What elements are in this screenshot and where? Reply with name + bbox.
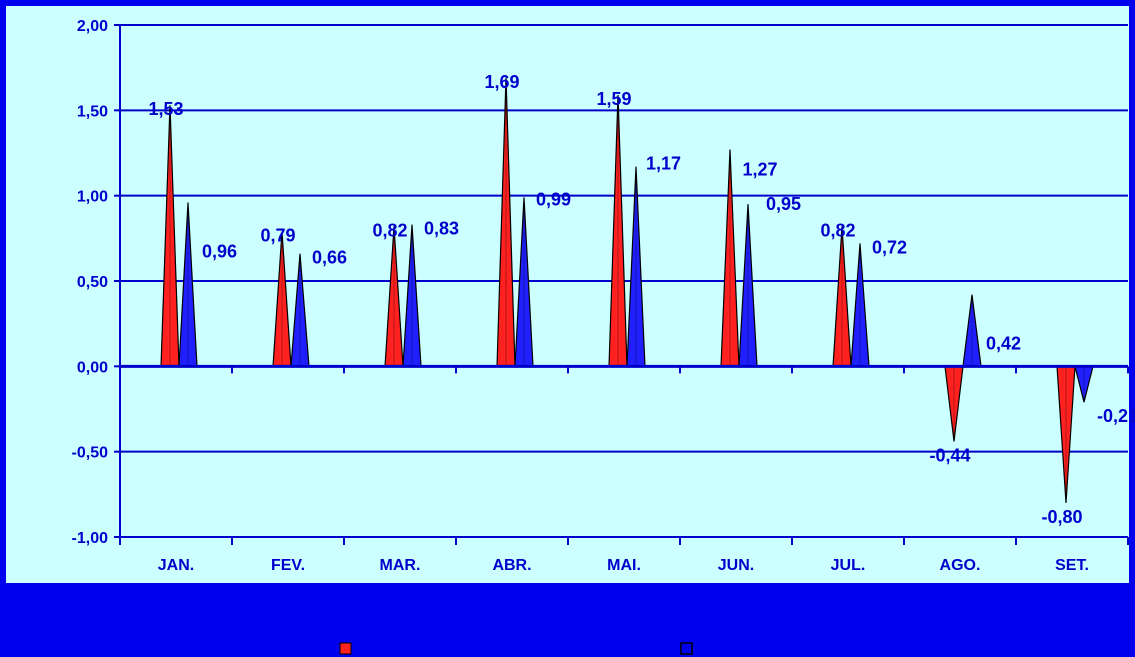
x-tick-label: AGO. — [940, 557, 981, 574]
legend-marker-blue — [680, 642, 693, 655]
y-axis: 2,00 1,50 1,00 0,50 0,00 -0,50 -1,00 — [72, 18, 121, 547]
data-label: 1,53 — [148, 99, 183, 119]
data-label: 1,69 — [484, 72, 519, 92]
y-tick-label: -1,00 — [72, 530, 109, 547]
legend — [339, 642, 693, 655]
data-label: 0,82 — [372, 220, 407, 240]
series-marks — [160, 77, 1094, 503]
y-tick-label: 0,50 — [77, 274, 108, 291]
x-tick-label: MAR. — [380, 557, 421, 574]
data-labels: 1,53 0,79 0,82 1,69 1,59 1,27 0,82 -0,44 -0,80 0,… — [148, 72, 1135, 527]
data-label: 0,96 — [202, 241, 237, 261]
y-tick-label: -0,50 — [72, 445, 109, 462]
x-tick-label: JUL. — [831, 557, 866, 574]
x-tick-label: JUN. — [718, 557, 754, 574]
data-label: 0,82 — [820, 220, 855, 240]
x-tick-label: MAI. — [607, 557, 641, 574]
y-tick-label: 1,00 — [77, 189, 108, 206]
y-tick-label: 1,50 — [77, 103, 108, 120]
y-tick-label: 2,00 — [77, 18, 108, 35]
x-tick-label: JAN. — [158, 557, 194, 574]
data-label: 0,66 — [312, 248, 347, 268]
data-label: -0,21 — [1097, 406, 1135, 426]
data-label: 0,72 — [872, 237, 907, 257]
data-label: 0,99 — [536, 189, 571, 209]
x-tick-label: ABR. — [492, 557, 531, 574]
data-label: 1,59 — [596, 89, 631, 109]
data-label: -0,44 — [929, 445, 970, 465]
data-label: 0,79 — [260, 226, 295, 246]
data-label: 1,17 — [646, 154, 681, 174]
data-label: 0,83 — [424, 219, 459, 239]
x-tick-label: FEV. — [271, 557, 305, 574]
y-tick-label: 0,00 — [77, 359, 108, 376]
x-axis: JAN. FEV. MAR. ABR. MAI. JUN. JUL. AGO. SET. — [119, 364, 1129, 574]
x-tick-label: SET. — [1055, 557, 1089, 574]
data-label: 1,27 — [742, 160, 777, 180]
data-label: 0,95 — [766, 194, 801, 214]
data-label: 0,42 — [986, 334, 1021, 354]
data-label: -0,80 — [1041, 507, 1082, 527]
legend-marker-red — [339, 642, 352, 655]
